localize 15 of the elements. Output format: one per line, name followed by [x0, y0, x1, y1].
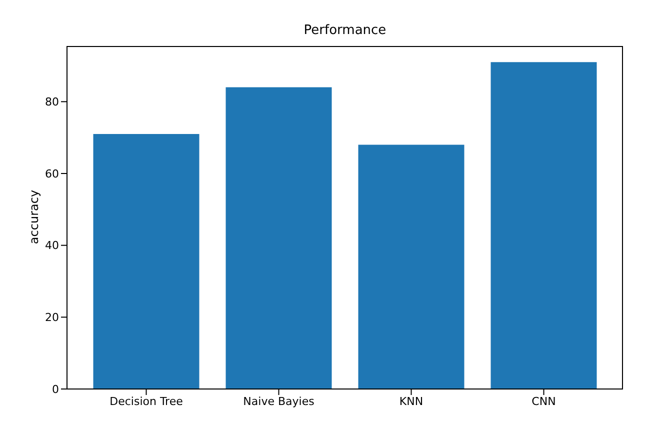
y-tick-label: 60	[45, 167, 59, 180]
y-tick-label: 20	[45, 311, 59, 324]
x-tick-label: Naive Bayies	[243, 394, 315, 408]
y-tick-label: 40	[45, 239, 59, 252]
x-tick-label: Decision Tree	[110, 394, 184, 408]
bar	[226, 87, 332, 389]
bar	[358, 144, 464, 389]
chart-title: Performance	[302, 23, 388, 38]
y-tick-label: 80	[45, 96, 59, 109]
y-tick-label: 0	[52, 382, 59, 396]
bar	[93, 134, 200, 389]
x-tick-label: KNN	[399, 394, 424, 408]
y-axis-title: accuracy	[27, 190, 41, 244]
x-tick-label: CNN	[532, 394, 556, 408]
bar	[490, 62, 597, 389]
